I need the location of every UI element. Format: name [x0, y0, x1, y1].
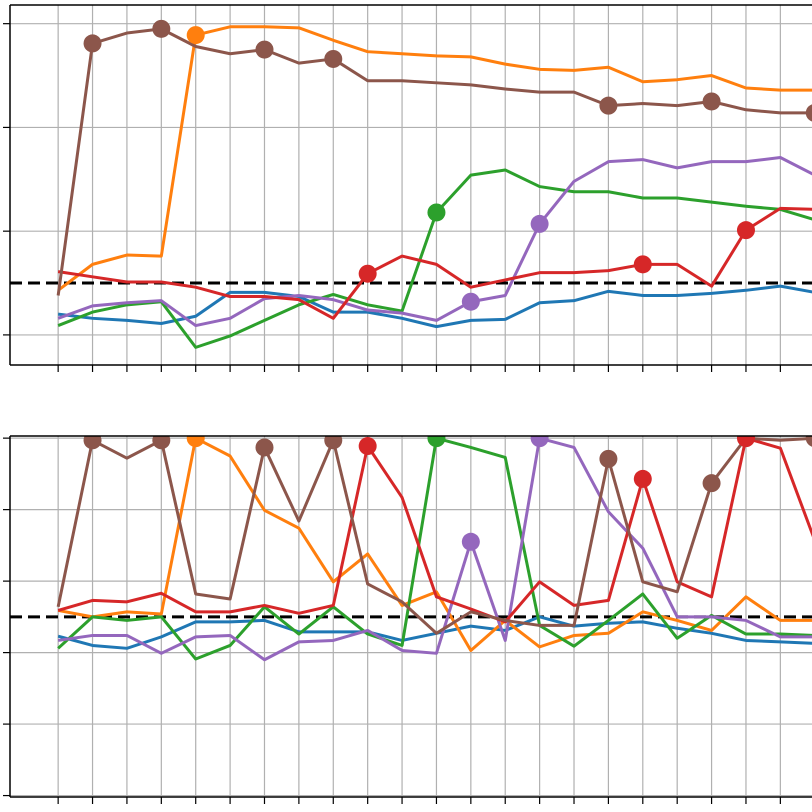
plot-area: [10, 436, 812, 797]
series-marker: [633, 255, 652, 274]
axes: [3, 4, 812, 372]
series-line: [57, 25, 812, 292]
series-marker: [427, 436, 446, 448]
series-marker: [633, 469, 652, 488]
series-line: [57, 436, 812, 652]
series-marker: [152, 19, 171, 38]
series-marker: [186, 436, 205, 448]
plot-area: [10, 5, 812, 365]
axes: [3, 435, 812, 804]
series-line: [57, 206, 812, 320]
series-marker: [83, 34, 102, 53]
series-marker: [599, 96, 618, 115]
series-marker: [461, 292, 480, 311]
series-marker: [599, 449, 618, 468]
series-marker: [83, 436, 102, 450]
series-marker: [530, 436, 549, 448]
series-marker: [805, 436, 812, 447]
series-line: [57, 156, 812, 328]
series-marker: [736, 221, 755, 240]
series-marker: [702, 474, 721, 493]
series-marker: [255, 40, 274, 59]
series-marker: [186, 26, 205, 45]
series-line: [56, 436, 812, 635]
series-line: [56, 27, 812, 296]
series-marker: [152, 436, 171, 450]
series-marker: [805, 104, 812, 122]
series-marker: [255, 438, 274, 457]
series-marker: [324, 49, 343, 68]
series-line: [57, 436, 812, 624]
series-marker: [736, 436, 755, 448]
series-marker: [461, 532, 480, 551]
series-marker: [530, 214, 549, 233]
series-marker: [358, 437, 377, 456]
series-marker: [324, 436, 343, 450]
series-marker: [358, 264, 377, 283]
series-marker: [702, 92, 721, 111]
series-marker: [427, 203, 446, 222]
series-line: [57, 436, 812, 662]
